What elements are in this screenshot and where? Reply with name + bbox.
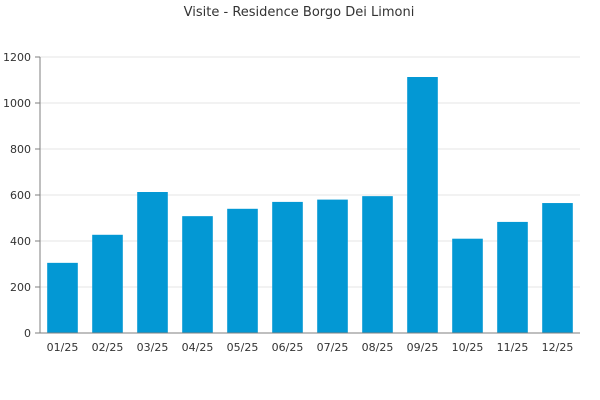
bar-02-25: [92, 234, 123, 333]
bar-12-25: [542, 203, 573, 333]
bar-06-25: [272, 201, 303, 333]
y-tick-label: 400: [10, 235, 31, 248]
bar-01-25: [47, 262, 78, 333]
y-tick-label: 800: [10, 143, 31, 156]
bar-10-25: [452, 238, 483, 333]
bar-05-25: [227, 208, 258, 333]
x-tick-label: 03/25: [137, 341, 169, 354]
bar-09-25: [407, 77, 438, 333]
x-tick-label: 11/25: [497, 341, 529, 354]
x-tick-label: 12/25: [542, 341, 574, 354]
bar-04-25: [182, 216, 213, 333]
x-tick-label: 06/25: [272, 341, 304, 354]
x-tick-label: 07/25: [317, 341, 349, 354]
axes: [35, 56, 580, 334]
bar-11-25: [497, 221, 528, 333]
y-tick-label: 1000: [3, 97, 31, 110]
bar-07-25: [317, 199, 348, 333]
x-tick-label: 02/25: [92, 341, 124, 354]
x-tick-label: 01/25: [47, 341, 79, 354]
y-tick-label: 600: [10, 189, 31, 202]
x-tick-label: 04/25: [182, 341, 214, 354]
y-tick-label: 1200: [3, 51, 31, 64]
grid-lines: [40, 56, 580, 288]
y-tick-labels: 0 200 400 600 800 1000 1200: [3, 51, 31, 340]
bar-03-25: [137, 192, 168, 333]
x-tick-label: 08/25: [362, 341, 394, 354]
chart-title: Visite - Residence Borgo Dei Limoni: [184, 5, 415, 20]
x-tick-label: 10/25: [452, 341, 484, 354]
x-tick-label: 09/25: [407, 341, 439, 354]
y-tick-label: 200: [10, 281, 31, 294]
x-tick-labels: 01/25 02/25 03/25 04/25 05/25 06/25 07/25 08/25…: [47, 341, 574, 354]
y-tick-label: 0: [24, 327, 31, 340]
bars: [47, 77, 573, 333]
bar-08-25: [362, 196, 393, 333]
x-tick-label: 05/25: [227, 341, 259, 354]
